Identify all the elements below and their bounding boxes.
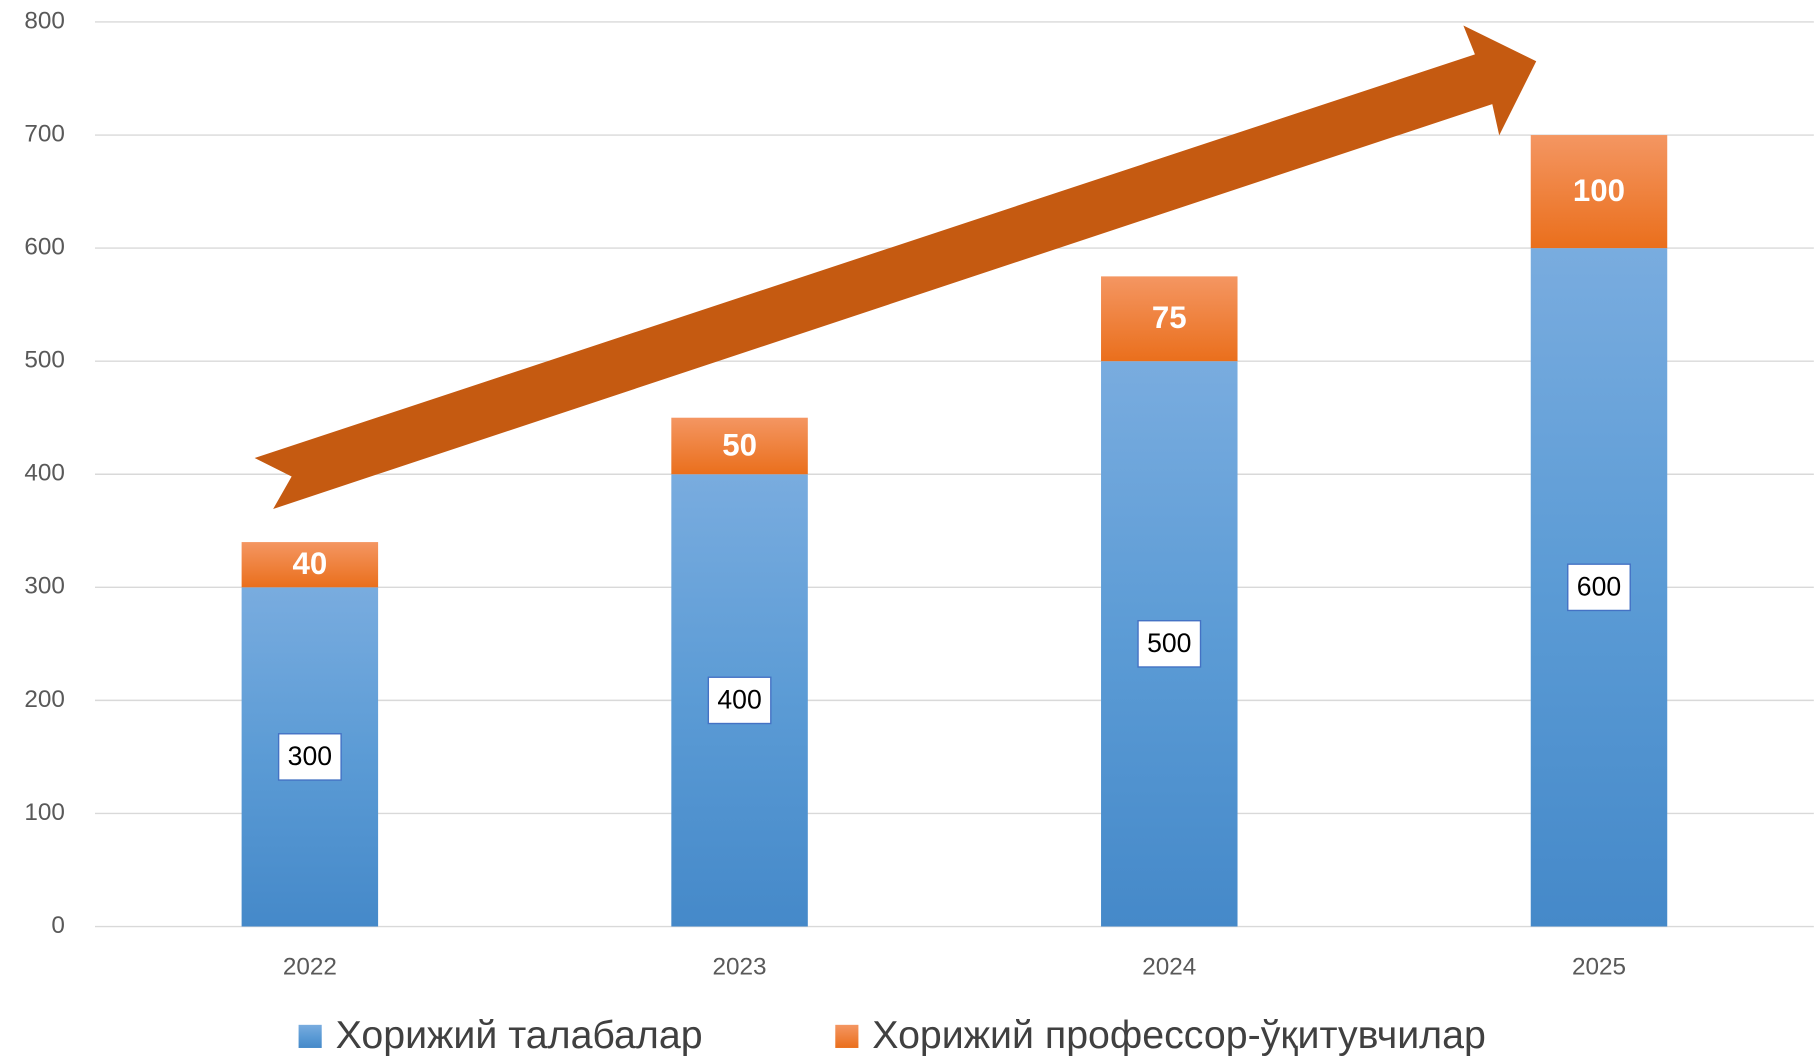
y-tick-label: 400 [24, 460, 65, 487]
data-label: 50 [722, 427, 757, 462]
y-tick-label: 100 [24, 799, 65, 826]
x-tick-label: 2023 [713, 954, 767, 981]
bar-segment [1530, 135, 1668, 249]
data-label: 500 [1147, 628, 1191, 658]
bar-segment [1101, 276, 1238, 362]
trend-arrow [254, 25, 1537, 509]
legend-swatch [298, 1024, 322, 1048]
legend: Хорижий талабалар Хорижий профессор-ўқиту… [298, 1013, 1486, 1057]
data-label-box [1137, 620, 1202, 668]
data-label: 600 [1577, 571, 1621, 601]
bar-segment [241, 542, 379, 588]
data-label-box [1567, 563, 1631, 612]
bars [241, 135, 1668, 927]
y-tick-label: 500 [24, 347, 65, 374]
data-label-box [707, 676, 772, 725]
data-label: 400 [717, 685, 761, 715]
y-tick-label: 600 [24, 234, 65, 261]
data-label: 300 [288, 741, 332, 771]
data-label: 40 [292, 546, 327, 581]
data-label: 75 [1152, 300, 1187, 335]
y-tick-label: 0 [51, 912, 65, 939]
labels: 2022 300 40 2023 400 50 2024 500 75 2025 600 100 [277, 173, 1631, 981]
legend-label: Хорижий профессор-ўқитувчилар [872, 1013, 1486, 1057]
y-tick-label: 200 [24, 686, 65, 713]
legend-label: Хорижий талабалар [336, 1013, 703, 1057]
bar-segment [671, 417, 808, 475]
data-label-box [277, 733, 342, 781]
legend-swatch [835, 1024, 859, 1048]
x-tick-label: 2022 [283, 954, 337, 981]
y-tick-label: 800 [24, 7, 65, 34]
y-tick-label: 300 [24, 573, 65, 600]
y-tick-label: 700 [24, 120, 65, 147]
x-tick-label: 2024 [1142, 954, 1196, 981]
data-label: 100 [1573, 173, 1625, 208]
x-tick-label: 2025 [1572, 954, 1626, 981]
